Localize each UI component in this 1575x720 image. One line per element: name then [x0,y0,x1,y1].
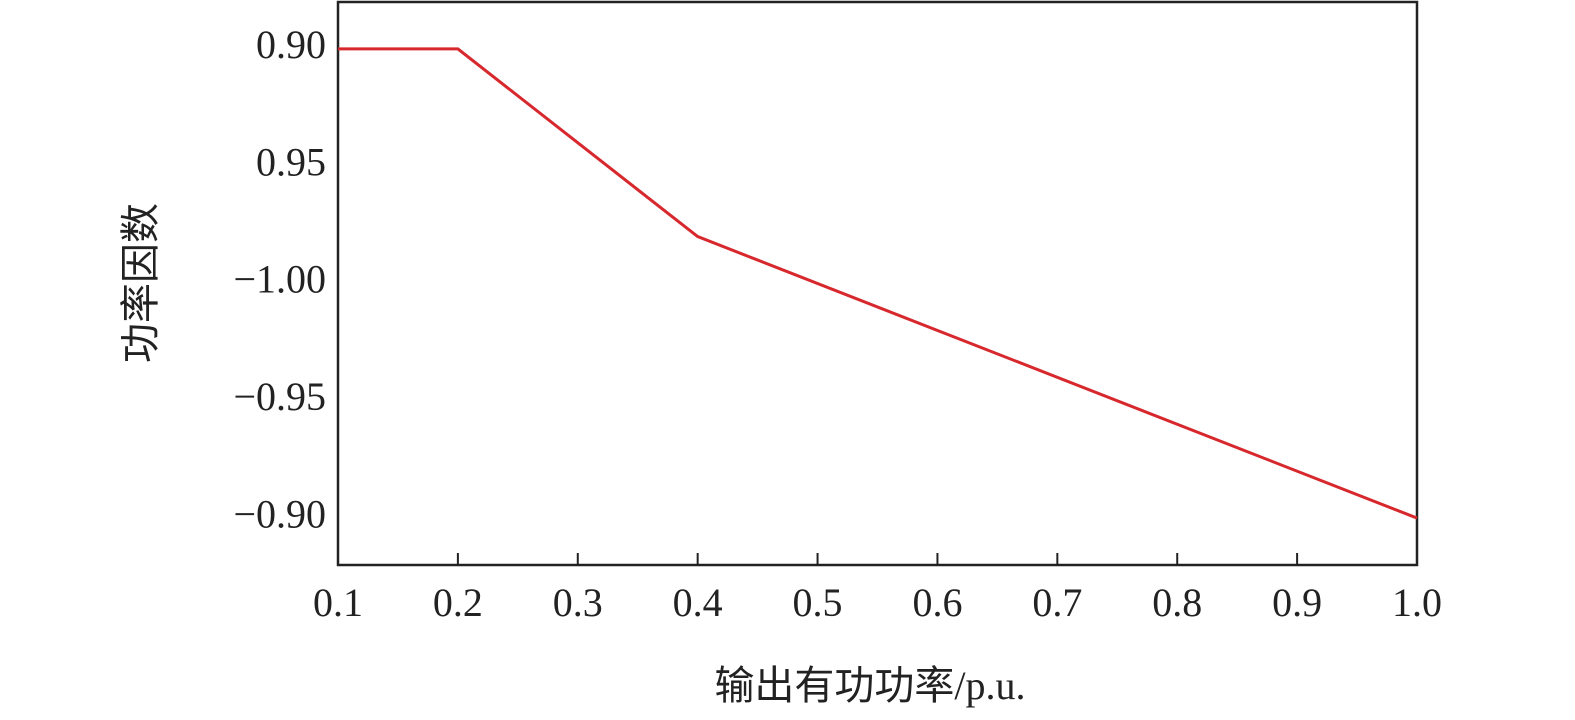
y-tick-label: −0.95 [233,374,326,419]
y-axis-label: 功率因数 [118,203,163,363]
y-tick-label: −1.00 [233,257,326,302]
x-tick-label: 0.2 [433,580,483,625]
x-tick-label: 0.9 [1272,580,1322,625]
x-tick-label: 0.6 [912,580,962,625]
x-tick-label: 0.3 [553,580,603,625]
x-tick-label: 0.4 [673,580,723,625]
x-tick-label: 0.5 [793,580,843,625]
y-tick-label: −0.90 [233,491,326,536]
y-tick-label: 0.90 [256,22,326,67]
data-line [338,47,1418,520]
x-tick-label: 1.0 [1392,580,1442,625]
x-tick-label: 0.7 [1032,580,1082,625]
x-tick-label: 0.8 [1152,580,1202,625]
x-tick-label: 0.1 [313,580,363,625]
x-axis-label: 输出有功功率/p.u. [714,663,1025,708]
plot-frame [336,0,1419,567]
y-tick-label: 0.95 [256,139,326,184]
